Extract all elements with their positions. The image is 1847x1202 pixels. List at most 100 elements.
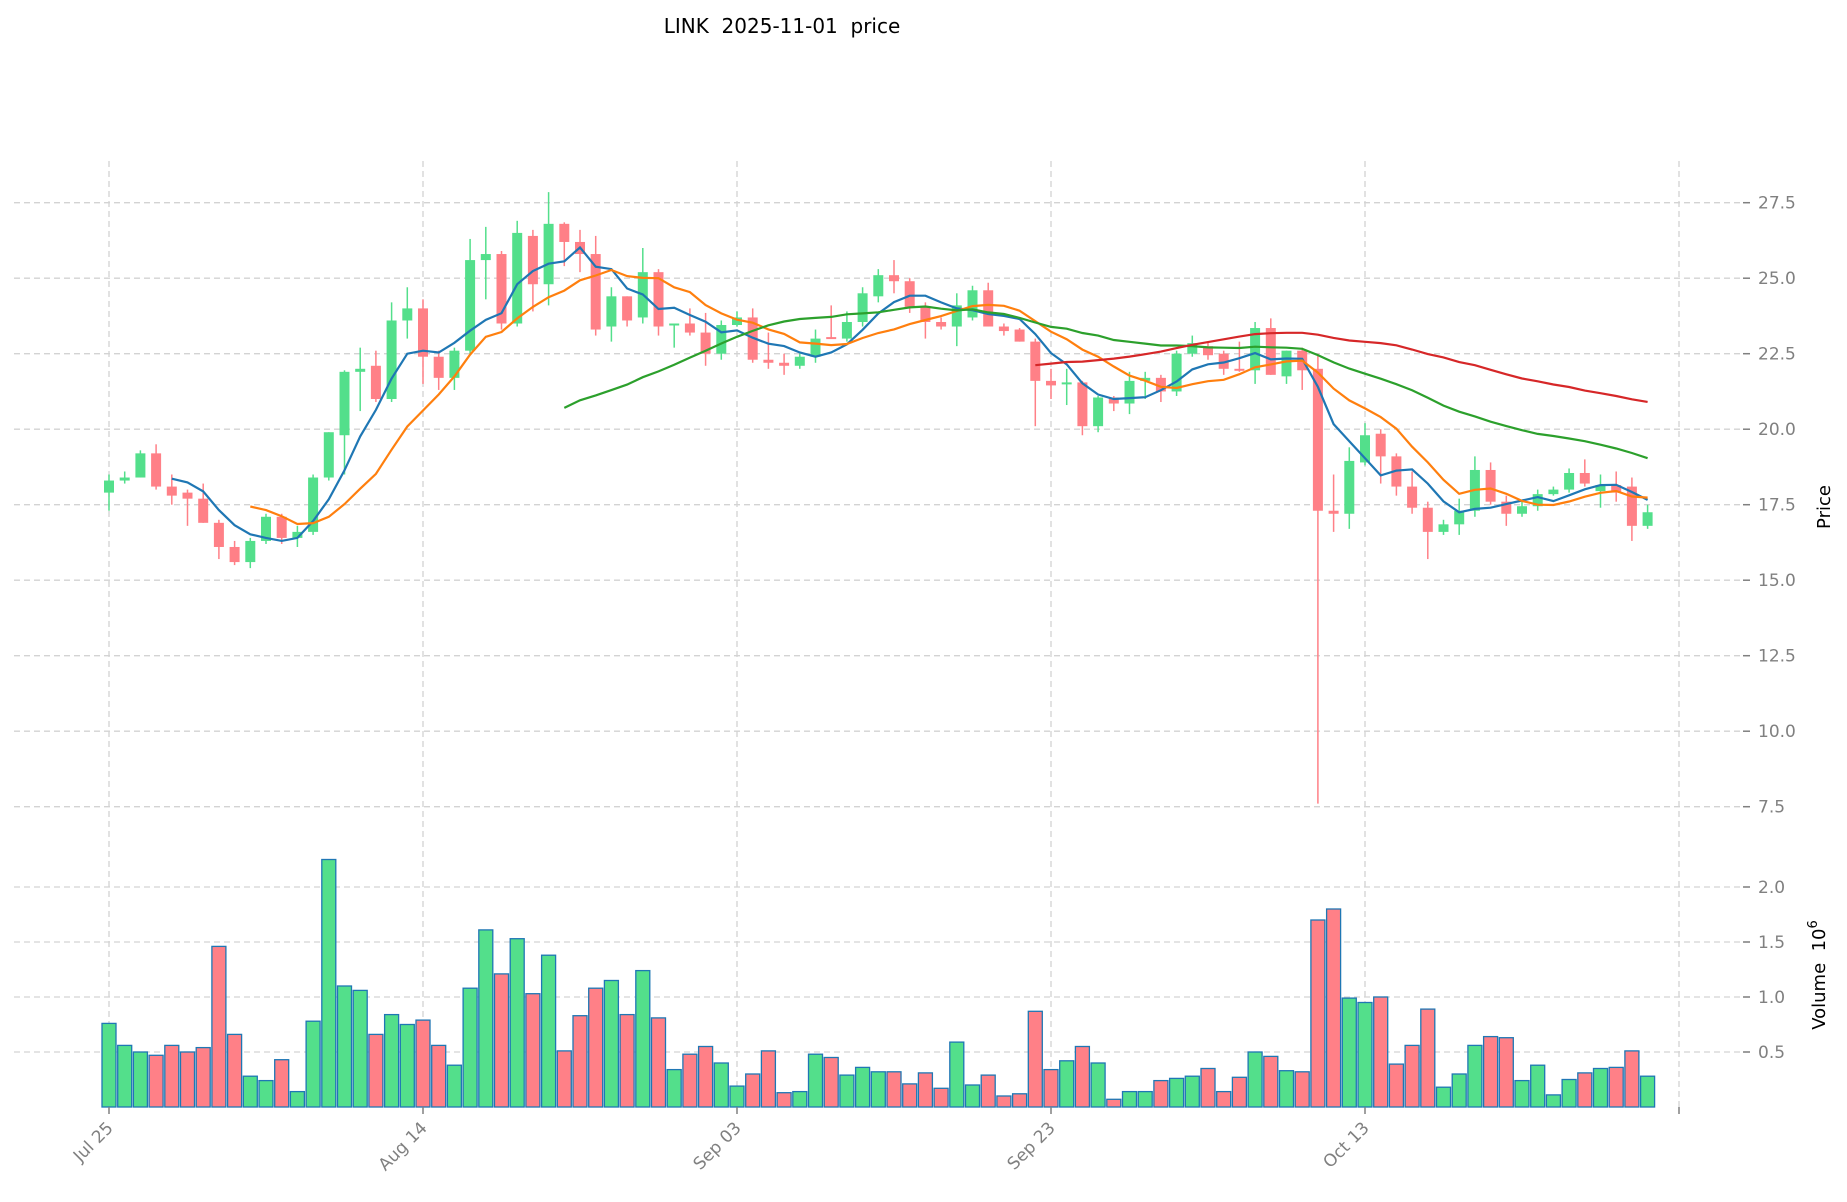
candle-up (841, 321, 852, 339)
candle-up (1344, 460, 1355, 514)
volume-bar (839, 1074, 855, 1108)
volume-bar (399, 1023, 415, 1108)
candle-up (1171, 353, 1182, 392)
candle-down (433, 356, 444, 378)
candle-up (606, 296, 617, 327)
candle-up (104, 480, 114, 493)
volume-tick-label: 0.5 (1758, 1043, 1785, 1063)
price-tick-label: 27.5 (1758, 194, 1796, 214)
candle-down (1626, 486, 1637, 526)
candle-down (763, 359, 774, 363)
volume-bar (823, 1056, 839, 1108)
candle-up (119, 477, 130, 481)
volume-bar (949, 1041, 965, 1108)
volume-bar (289, 1090, 306, 1108)
candle-down (1155, 377, 1166, 392)
date-tick-label: Oct 13 (1319, 1118, 1373, 1172)
volume-bar (1153, 1079, 1169, 1108)
candle-down (1265, 328, 1276, 375)
candle-up (355, 368, 366, 372)
ma60-line (1035, 331, 1648, 403)
volume-bar (368, 1033, 384, 1108)
candle-up (1140, 377, 1151, 381)
volume-bar (619, 1013, 635, 1108)
volume-bar (1231, 1076, 1248, 1108)
volume-bar (478, 929, 494, 1108)
volume-bar (1467, 1044, 1483, 1108)
volume-tick-label: 2.0 (1758, 878, 1785, 898)
candle-up (135, 453, 146, 478)
volume-bar (352, 989, 368, 1108)
volume-bar (603, 979, 620, 1108)
candle-up (543, 223, 554, 285)
volume-bar (1294, 1071, 1310, 1108)
candle-up (512, 232, 523, 324)
candle-up (716, 325, 727, 354)
volume-bar (1310, 919, 1326, 1108)
volume-bar (1545, 1094, 1562, 1108)
volume-bar (211, 945, 227, 1108)
ma10-line (250, 268, 1648, 526)
volume-bar (1530, 1064, 1546, 1108)
volume-bar (996, 1095, 1012, 1108)
candle-down (418, 308, 428, 357)
candle-up (873, 275, 884, 297)
candle-up (1250, 328, 1261, 371)
candle-down (1108, 397, 1119, 404)
volume-bar (1639, 1075, 1656, 1108)
volume-bar (933, 1087, 949, 1108)
candle-down (1030, 341, 1041, 381)
volume-bar (588, 987, 604, 1108)
candle-up (1454, 510, 1465, 525)
ma30-line (563, 305, 1648, 460)
volume-bar (745, 1073, 761, 1108)
candle-up (261, 516, 271, 541)
candle-up (1595, 485, 1606, 492)
ma5-line (171, 245, 1649, 543)
candle-down (1077, 382, 1088, 427)
candle-up (308, 477, 319, 532)
candle-down (983, 290, 994, 327)
moving-averages (171, 245, 1649, 543)
price-tick-label: 25.0 (1758, 269, 1796, 289)
candle-down (889, 275, 899, 282)
date-tick-label: Aug 14 (375, 1118, 432, 1175)
candles (104, 192, 1653, 804)
volume-bar (964, 1084, 981, 1108)
volume-bar (195, 1046, 211, 1108)
volume-bar (1451, 1073, 1467, 1108)
candle-up (1360, 435, 1370, 463)
volume-bar (729, 1085, 745, 1108)
volume-bar (776, 1092, 792, 1108)
price-tick-label: 20.0 (1758, 420, 1796, 440)
volume-bar (415, 1019, 431, 1108)
volume-bar (540, 954, 557, 1108)
candle-down (920, 306, 931, 322)
candle-up (1564, 472, 1575, 490)
candle-up (794, 356, 805, 366)
volume-bar (1435, 1086, 1452, 1108)
candle-down (1407, 486, 1418, 508)
volume-bar (148, 1054, 164, 1108)
volume-bar (650, 1017, 667, 1108)
candle-down (1046, 380, 1056, 386)
candle-down (779, 362, 790, 366)
volume-bar (1514, 1079, 1530, 1108)
volume-bar (1200, 1067, 1216, 1108)
volume-bar (226, 1033, 243, 1108)
candle-up (1642, 512, 1653, 526)
volume-bar (1263, 1055, 1279, 1108)
volume-bar (1043, 1068, 1059, 1108)
candle-up (1093, 397, 1104, 427)
candle-up (339, 371, 350, 436)
volume-bars (101, 858, 1656, 1108)
volume-bar (446, 1064, 463, 1108)
date-tick-label: Sep 23 (1004, 1118, 1060, 1174)
volume-bar (383, 1013, 400, 1108)
volume-bar (1482, 1035, 1499, 1108)
candle-down (684, 323, 695, 333)
candle-up (857, 293, 868, 322)
candle-up (669, 323, 680, 326)
volume-bar (1027, 1010, 1043, 1108)
price-tick-label: 12.5 (1758, 647, 1796, 667)
